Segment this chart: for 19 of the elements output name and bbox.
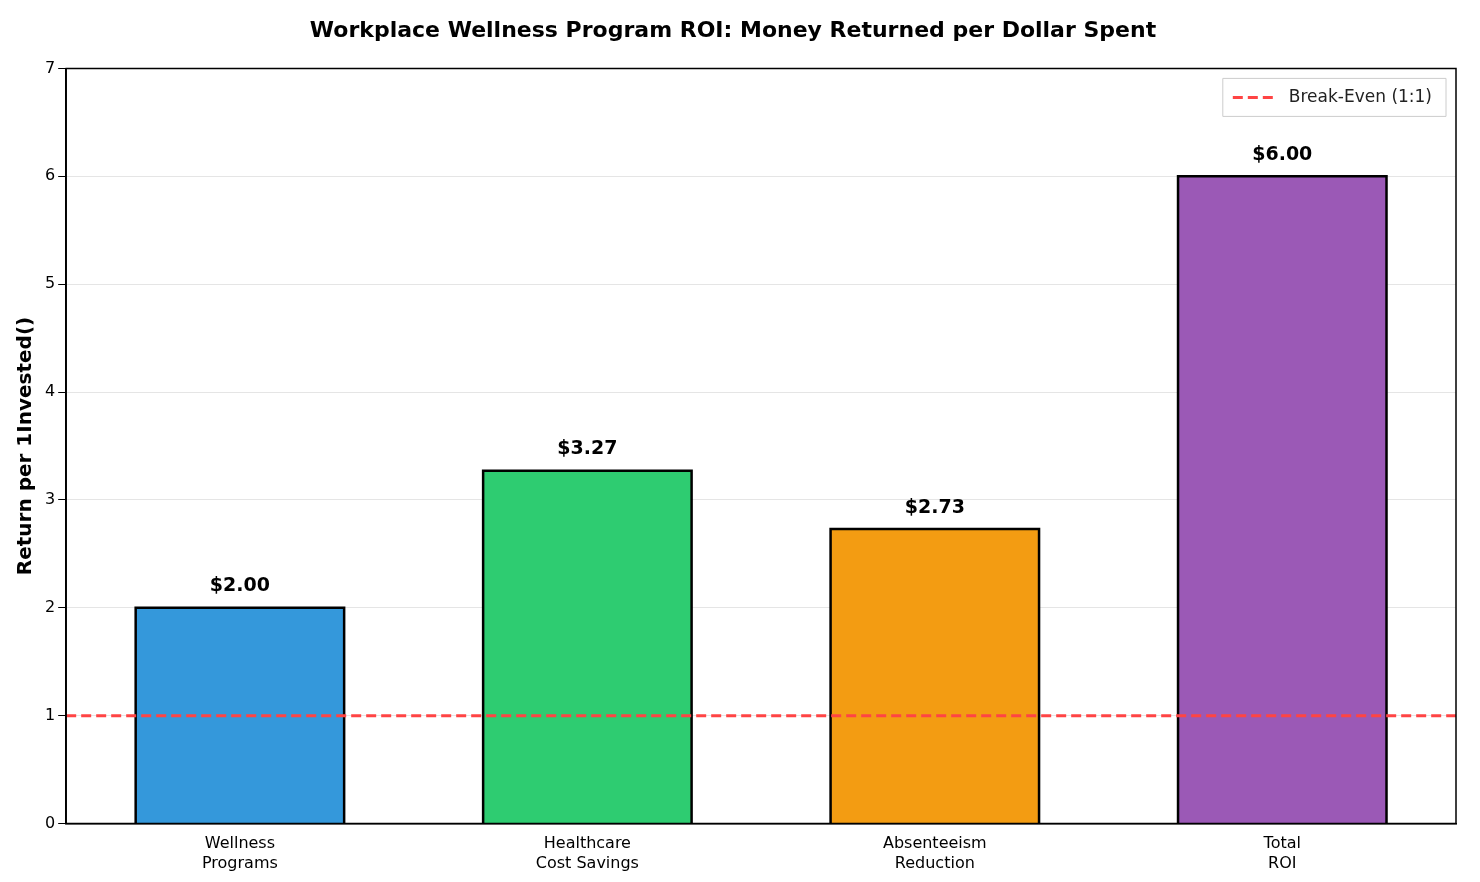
legend-label: Break-Even (1:1) — [1288, 85, 1433, 106]
y-tick-label: 5 — [44, 273, 56, 293]
y-tick-label: 2 — [44, 596, 56, 616]
data-label: $2.00 — [209, 573, 270, 596]
y-tick-label: 3 — [44, 489, 56, 509]
y-tick-label: 1 — [44, 704, 56, 724]
data-label: $3.27 — [557, 436, 618, 459]
x-tick-label: Total ROI — [1262, 833, 1301, 872]
x-tick-label: Absenteeism Reduction — [882, 833, 987, 872]
chart-title: Workplace Wellness Program ROI: Money Returned per Dollar Spent — [309, 16, 1157, 42]
y-tick-label: 0 — [44, 812, 56, 832]
x-tick-label: Wellness Programs — [201, 833, 278, 872]
x-tick-label: Healthcare Cost Savings — [535, 833, 639, 872]
data-label: $6.00 — [1252, 141, 1313, 164]
y-tick-label: 4 — [44, 381, 56, 401]
y-axis-title: Return per 1Invested() — [12, 316, 37, 576]
y-tick-label: 6 — [44, 165, 56, 185]
y-tick-label: 7 — [44, 57, 56, 77]
data-label: $2.73 — [904, 494, 965, 517]
